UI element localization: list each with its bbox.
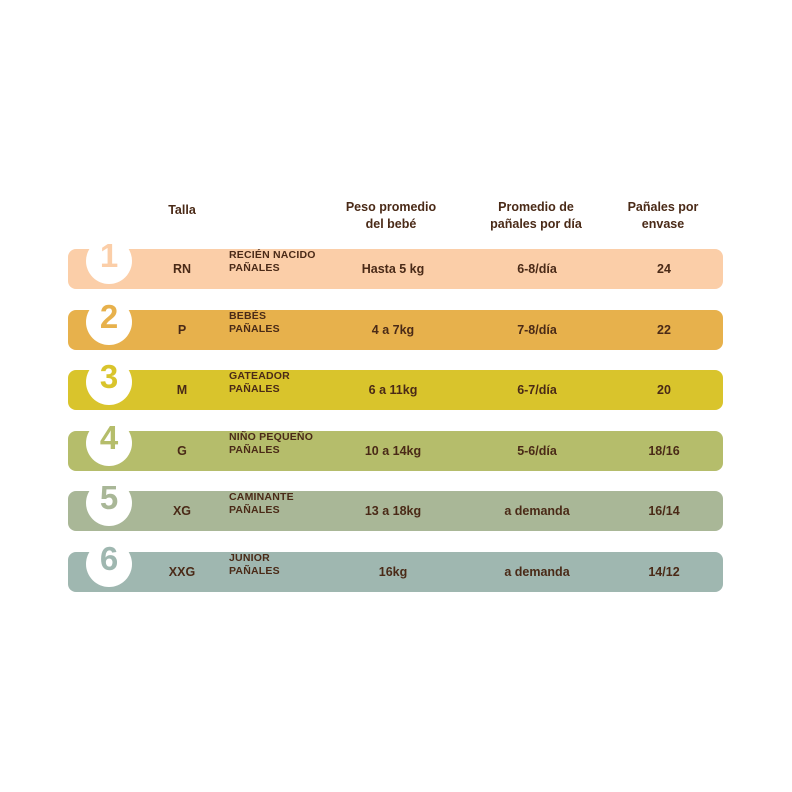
size-row: 3 M GATEADOR PAÑALES 6 a 11kg 6-7/día 20 <box>68 358 723 410</box>
daily-average-value: 7-8/día <box>517 323 557 337</box>
size-description-line1: CAMINANTE <box>229 491 294 503</box>
size-number: 1 <box>99 237 119 274</box>
size-description-line2: PAÑALES <box>229 444 280 456</box>
size-description-line2: PAÑALES <box>229 565 280 577</box>
weight-value: 10 a 14kg <box>364 444 422 458</box>
size-row: 4 G NIÑO PEQUEÑO PAÑALES 10 a 14kg 5-6/día 18/… <box>68 419 723 471</box>
header-promedio-panales: Promedio de pañales por día <box>490 200 582 231</box>
weight-value: 13 a 18kg <box>364 504 422 518</box>
size-number: 4 <box>99 419 119 456</box>
size-number-badge: 1 <box>86 237 132 284</box>
size-label: G <box>177 444 187 458</box>
size-description-line2: PAÑALES <box>229 262 280 274</box>
size-description: JUNIOR PAÑALES <box>229 552 339 592</box>
daily-average-value: a demanda <box>504 565 570 579</box>
daily-average-value: 6-8/día <box>517 262 557 276</box>
daily-average-value: 6-7/día <box>517 383 557 397</box>
header-peso-promedio: Peso promedio del bebé <box>345 200 437 231</box>
size-row: 1 RN RECIÉN NACIDO PAÑALES Hasta 5 kg 6-8/día… <box>68 237 723 289</box>
size-number-badge: 3 <box>86 358 132 405</box>
size-description-line1: JUNIOR <box>229 552 270 564</box>
size-number: 2 <box>99 298 119 335</box>
header-panales-envase: Pañales por envase <box>627 200 699 231</box>
header-talla: Talla <box>168 203 196 217</box>
size-description-line1: NIÑO PEQUEÑO <box>229 431 314 443</box>
diapers-per-pack-value: 14/12 <box>648 565 680 579</box>
size-number-badge: 4 <box>86 419 132 466</box>
diapers-per-pack-value: 16/14 <box>648 504 680 518</box>
size-description-line2: PAÑALES <box>229 323 280 335</box>
size-row: 5 XG CAMINANTE PAÑALES 13 a 18kg a demanda 16/… <box>68 479 723 531</box>
diapers-per-pack-value: 24 <box>657 262 671 276</box>
weight-value: 6 a 11kg <box>368 383 418 397</box>
size-description: GATEADOR PAÑALES <box>229 370 339 410</box>
weight-value: 4 a 7kg <box>371 323 415 337</box>
size-description-line2: PAÑALES <box>229 383 280 395</box>
size-description-line1: BEBÉS <box>229 310 267 322</box>
diapers-per-pack-value: 18/16 <box>648 444 680 458</box>
size-number: 5 <box>99 479 119 516</box>
size-label: M <box>176 383 188 397</box>
size-label: XG <box>172 504 192 518</box>
size-number-badge: 2 <box>86 298 132 345</box>
weight-value: 16kg <box>378 565 408 579</box>
size-number: 3 <box>99 358 119 395</box>
diapers-per-pack-value: 20 <box>657 383 671 397</box>
size-label: P <box>177 323 187 337</box>
weight-value: Hasta 5 kg <box>361 262 425 276</box>
size-label: RN <box>172 262 192 276</box>
daily-average-value: 5-6/día <box>517 444 557 458</box>
diapers-per-pack-value: 22 <box>657 323 671 337</box>
size-description: BEBÉS PAÑALES <box>229 310 339 350</box>
size-row: 6 XXG JUNIOR PAÑALES 16kg a demanda 14/12 <box>68 540 723 592</box>
size-number-badge: 5 <box>86 479 132 526</box>
size-description-line2: PAÑALES <box>229 504 280 516</box>
size-description: NIÑO PEQUEÑO PAÑALES <box>229 431 339 471</box>
size-description: CAMINANTE PAÑALES <box>229 491 339 531</box>
daily-average-value: a demanda <box>504 504 570 518</box>
size-row: 2 P BEBÉS PAÑALES 4 a 7kg 7-8/día 22 <box>68 298 723 350</box>
size-description-line1: GATEADOR <box>229 370 290 382</box>
size-label: XXG <box>168 565 196 579</box>
size-number-badge: 6 <box>86 540 132 587</box>
size-number: 6 <box>99 540 119 577</box>
size-description: RECIÉN NACIDO PAÑALES <box>229 249 339 289</box>
size-description-line1: RECIÉN NACIDO <box>229 249 316 261</box>
